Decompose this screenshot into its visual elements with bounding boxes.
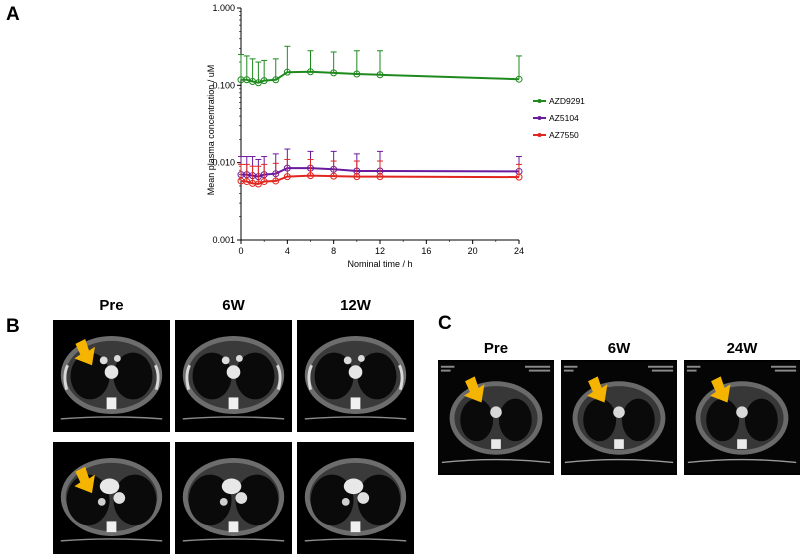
ct-scan-c-24w <box>684 360 800 475</box>
panel-b-label-6w: 6W <box>222 297 245 314</box>
data-point <box>353 70 361 78</box>
legend-label: AZ5104 <box>549 113 579 123</box>
x-axis-title: Nominal time / h <box>347 259 412 269</box>
chart-axes: 0.001 0.010 0.100 1.000 0 4 8 12 16 20 24 <box>212 3 524 256</box>
data-point <box>515 75 523 83</box>
x-tick-label: 16 <box>421 246 431 256</box>
x-tick-label: 12 <box>375 246 385 256</box>
x-tick-label: 8 <box>331 246 336 256</box>
legend-label: AZ7550 <box>549 130 579 140</box>
data-point <box>307 68 314 76</box>
ct-scan-b-6w-lower <box>175 442 292 554</box>
ct-scan-b-12w-upper <box>297 320 414 432</box>
x-tick-label: 0 <box>238 246 243 256</box>
data-point <box>272 76 280 84</box>
series-AZD9291 <box>237 45 523 87</box>
panel-b-label-pre: Pre <box>99 297 124 314</box>
y-tick-label: 1.000 <box>212 3 235 13</box>
chart-legend: AZD9291 AZ5104 AZ7550 <box>533 96 585 140</box>
series-line <box>241 70 520 84</box>
data-point <box>330 172 338 180</box>
data-point <box>307 172 314 180</box>
panel-b-label-12w: 12W <box>340 297 371 314</box>
legend-marker <box>537 116 542 120</box>
series-line <box>241 167 520 178</box>
data-point <box>272 177 280 185</box>
y-tick-label: 0.001 <box>212 235 235 245</box>
x-tick-label: 20 <box>468 246 478 256</box>
data-point <box>376 71 384 79</box>
data-point <box>260 178 268 186</box>
data-point <box>254 180 262 188</box>
legend-label: AZD9291 <box>549 96 585 106</box>
panel-c-label-pre: Pre <box>483 340 509 357</box>
panel-a-letter: A <box>6 4 20 25</box>
x-tick-label: 4 <box>285 246 290 256</box>
data-point <box>283 68 291 76</box>
y-tick-label: 0.010 <box>212 158 235 168</box>
data-point <box>283 173 291 181</box>
data-point <box>260 77 268 85</box>
y-axis-title: Mean plasma concentration / uM <box>206 65 216 196</box>
panel-c-label-24w: 24W <box>726 340 758 357</box>
ct-scan-b-12w-lower <box>297 442 414 554</box>
x-tick-label: 24 <box>514 246 524 256</box>
panel-c-label-6w: 6W <box>607 340 631 357</box>
ct-scan-b-pre-lower <box>53 442 170 554</box>
legend-marker <box>537 99 542 103</box>
y-tick-label: 0.100 <box>212 80 235 90</box>
series-AZ7550 <box>237 158 523 188</box>
data-point <box>376 173 384 181</box>
ct-scan-c-6w <box>561 360 677 475</box>
data-point <box>353 173 361 181</box>
ct-scan-c-pre <box>438 360 554 475</box>
data-point <box>515 173 523 181</box>
ct-scan-b-pre-upper <box>53 320 170 432</box>
data-point <box>330 69 338 77</box>
series-line <box>240 174 520 186</box>
legend-marker <box>537 133 542 137</box>
panel-c-letter: C <box>438 313 452 334</box>
ct-scan-b-6w-upper <box>175 320 292 432</box>
panel-b-letter: B <box>6 316 20 337</box>
chart-marks <box>237 45 523 188</box>
